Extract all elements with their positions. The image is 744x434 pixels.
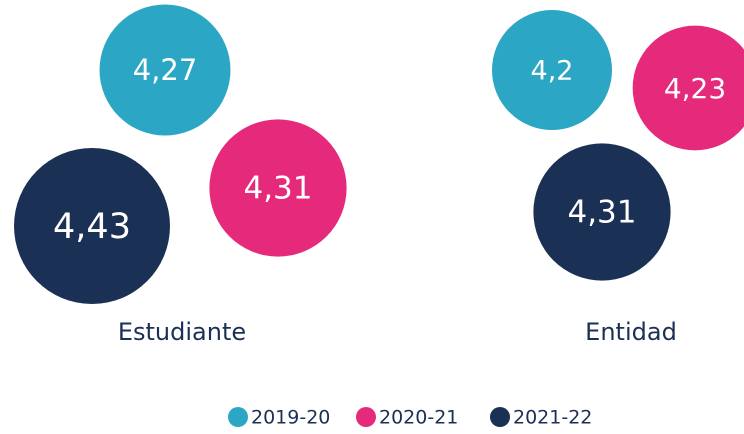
legend-marker <box>490 407 510 427</box>
category-label: Entidad <box>585 318 677 346</box>
legend-label: 2019-20 <box>251 407 330 429</box>
bubble <box>632 25 744 151</box>
bubble-label: 4,23 <box>664 72 726 105</box>
legend-marker <box>228 407 248 427</box>
legend-label: 2020-21 <box>379 407 458 429</box>
bubble-label: 4,43 <box>53 207 131 247</box>
bubble-label: 4,31 <box>243 171 312 207</box>
bubble <box>533 143 671 281</box>
bubble <box>99 4 231 136</box>
bubble <box>209 119 347 257</box>
bubble <box>14 148 170 304</box>
legend-label: 2021-22 <box>513 407 592 429</box>
bubble-label: 4,31 <box>567 195 636 231</box>
bubble <box>492 10 612 130</box>
bubble-label: 4,27 <box>133 53 198 87</box>
bubble-label: 4,2 <box>531 56 574 87</box>
category-label: Estudiante <box>118 318 246 346</box>
legend-marker <box>356 407 376 427</box>
